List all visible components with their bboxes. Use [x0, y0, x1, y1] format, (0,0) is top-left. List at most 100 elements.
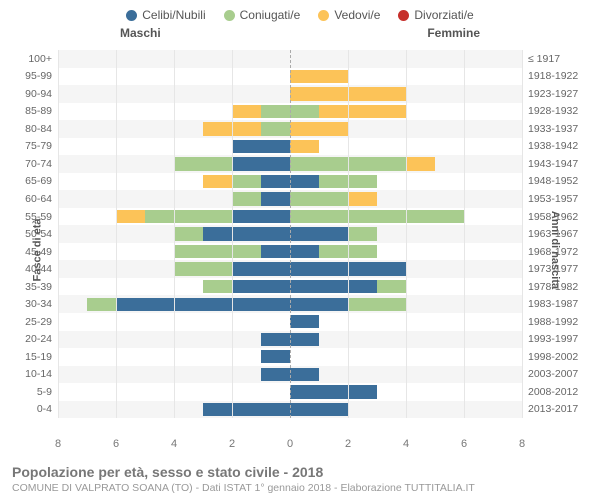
bar-segment: [348, 298, 406, 311]
x-tick: 0: [287, 438, 293, 450]
birth-year-label: 1998-2002: [528, 351, 578, 363]
bar-segment: [290, 315, 319, 328]
bar-segment: [290, 280, 377, 293]
bar-segment: [145, 210, 232, 223]
birth-year-label: 1933-1937: [528, 123, 578, 135]
birth-year-label: ≤ 1917: [528, 53, 560, 65]
grid-line: [464, 50, 465, 418]
birth-year-label: 1988-1992: [528, 316, 578, 328]
x-tick: 6: [461, 438, 467, 450]
x-tick: 8: [519, 438, 525, 450]
legend-item: Celibi/Nubili: [126, 8, 205, 22]
bar-segment: [203, 403, 290, 416]
header-female: Femmine: [427, 26, 480, 40]
bar-segment: [290, 245, 319, 258]
bar-segment: [174, 157, 232, 170]
footer: Popolazione per età, sesso e stato civil…: [12, 464, 588, 494]
birth-year-label: 1958-1962: [528, 211, 578, 223]
x-tick: 2: [229, 438, 235, 450]
age-label: 60-64: [25, 193, 52, 205]
age-label: 25-29: [25, 316, 52, 328]
bar-segment: [348, 227, 377, 240]
bar-segment: [290, 192, 348, 205]
legend-label: Celibi/Nubili: [142, 8, 205, 22]
age-label: 90-94: [25, 88, 52, 100]
bar-segment: [261, 333, 290, 346]
bar-segment: [203, 227, 290, 240]
bar-segment: [290, 403, 348, 416]
grid-line: [522, 50, 523, 418]
x-tick: 4: [403, 438, 409, 450]
birth-year-label: 1938-1942: [528, 140, 578, 152]
bar-segment: [290, 298, 348, 311]
bar-segment: [174, 262, 232, 275]
birth-year-label: 1943-1947: [528, 158, 578, 170]
age-label: 65-69: [25, 175, 52, 187]
bar-segment: [232, 175, 261, 188]
legend-swatch: [318, 10, 329, 21]
birth-year-label: 1983-1987: [528, 298, 578, 310]
bar-segment: [203, 175, 232, 188]
legend-item: Coniugati/e: [224, 8, 301, 22]
age-label: 55-59: [25, 211, 52, 223]
age-label: 20-24: [25, 333, 52, 345]
bar-segment: [232, 140, 290, 153]
birth-year-label: 2003-2007: [528, 368, 578, 380]
legend-label: Vedovi/e: [334, 8, 380, 22]
legend-item: Vedovi/e: [318, 8, 380, 22]
bar-segment: [261, 245, 290, 258]
grid-line: [232, 50, 233, 418]
age-label: 85-89: [25, 105, 52, 117]
legend-label: Divorziati/e: [414, 8, 473, 22]
birth-year-label: 1953-1957: [528, 193, 578, 205]
bar-segment: [261, 368, 290, 381]
legend-swatch: [224, 10, 235, 21]
bar-segment: [290, 140, 319, 153]
birth-year-label: 1923-1927: [528, 88, 578, 100]
birth-year-label: 2013-2017: [528, 403, 578, 415]
grid-line: [406, 50, 407, 418]
bar-segment: [232, 210, 290, 223]
bar-segment: [232, 157, 290, 170]
grid-line: [174, 50, 175, 418]
birth-year-label: 2008-2012: [528, 386, 578, 398]
header-male: Maschi: [120, 26, 161, 40]
bar-segment: [290, 105, 319, 118]
age-label: 50-54: [25, 228, 52, 240]
bar-segment: [232, 280, 290, 293]
birth-year-label: 1993-1997: [528, 333, 578, 345]
age-label: 80-84: [25, 123, 52, 135]
footer-subtitle: COMUNE DI VALPRATO SOANA (TO) - Dati IST…: [12, 482, 588, 494]
x-tick: 4: [171, 438, 177, 450]
birth-year-label: 1963-1967: [528, 228, 578, 240]
birth-year-label: 1978-1982: [528, 281, 578, 293]
age-label: 5-9: [37, 386, 52, 398]
bar-segment: [290, 122, 348, 135]
grid-line: [348, 50, 349, 418]
birth-year-label: 1973-1977: [528, 263, 578, 275]
age-label: 70-74: [25, 158, 52, 170]
bar-segment: [290, 175, 319, 188]
age-label: 30-34: [25, 298, 52, 310]
birth-year-label: 1928-1932: [528, 105, 578, 117]
age-label: 75-79: [25, 140, 52, 152]
x-tick: 6: [113, 438, 119, 450]
footer-title: Popolazione per età, sesso e stato civil…: [12, 464, 588, 480]
bar-segment: [319, 105, 406, 118]
birth-year-label: 1968-1972: [528, 246, 578, 258]
bar-segment: [174, 245, 261, 258]
bar-segment: [377, 280, 406, 293]
bar-segment: [406, 157, 435, 170]
bar-segment: [232, 192, 261, 205]
bar-segment: [290, 368, 319, 381]
legend-swatch: [398, 10, 409, 21]
bar-segment: [290, 70, 348, 83]
population-pyramid-chart: Celibi/Nubili Coniugati/e Vedovi/e Divorzia…: [0, 0, 600, 500]
grid-line: [116, 50, 117, 418]
bar-segment: [232, 105, 261, 118]
age-label: 45-49: [25, 246, 52, 258]
bar-segment: [261, 175, 290, 188]
x-tick: 2: [345, 438, 351, 450]
bar-segment: [232, 262, 290, 275]
bar-segment: [261, 105, 290, 118]
